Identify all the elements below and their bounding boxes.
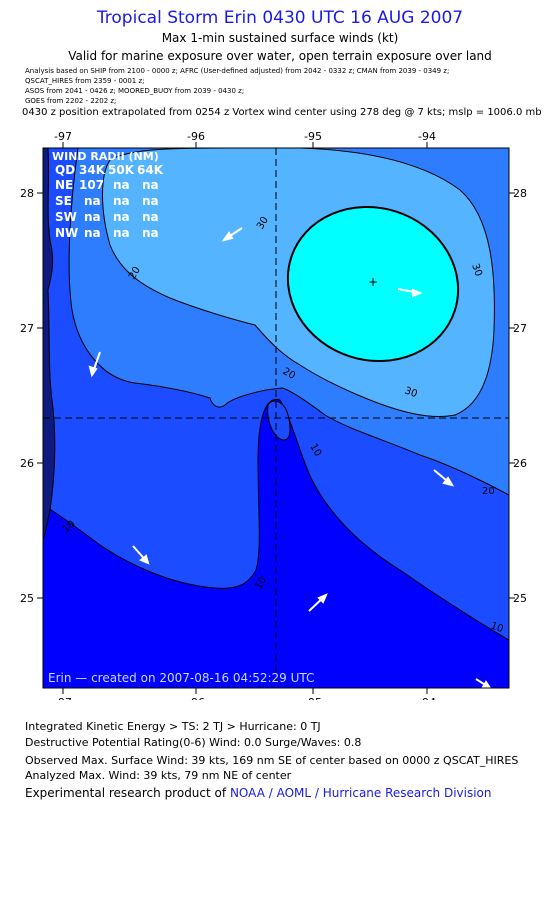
lon-tick-bottom: -95 bbox=[304, 696, 322, 700]
lat-tick-right: 27 bbox=[513, 322, 527, 335]
wind-radii-se-34k: na bbox=[84, 194, 101, 208]
map-subtitle-exposure: Valid for marine exposure over water, op… bbox=[68, 49, 492, 63]
land-texas-coast bbox=[43, 148, 56, 541]
wind-radii-se-64k: na bbox=[142, 194, 159, 208]
lat-tick-left: 26 bbox=[20, 457, 34, 470]
wind-radii-nw-50k: na bbox=[113, 226, 130, 240]
wind-radii-header: WIND RADII (NM) bbox=[52, 150, 159, 163]
dpr-line: Destructive Potential Rating(0-6) Wind: … bbox=[25, 736, 362, 749]
wind-radii-ne-label: NE bbox=[55, 178, 73, 192]
credit-prefix: Experimental research product of bbox=[25, 786, 227, 800]
wind-arrow bbox=[308, 593, 328, 612]
wind-radii-ne-50k: na bbox=[113, 178, 130, 192]
wind-arrow bbox=[132, 545, 150, 565]
wind-radii-ne-34k: 107 bbox=[79, 178, 104, 192]
lon-tick-bottom: -97 bbox=[54, 696, 72, 700]
core-34kt-area bbox=[286, 205, 460, 363]
lat-tick-right: 28 bbox=[513, 187, 527, 200]
map-frame bbox=[42, 147, 510, 689]
wind-radii-col-50k: 50K bbox=[108, 163, 135, 177]
wind-radii-col-64k: 64K bbox=[137, 163, 164, 177]
lon-tick-top: -95 bbox=[304, 130, 322, 143]
lon-tick-top: -94 bbox=[418, 130, 436, 143]
created-timestamp: Erin — created on 2007-08-16 04:52:29 UT… bbox=[48, 671, 314, 685]
closed-contour-low bbox=[267, 400, 291, 441]
contour-label: 10 bbox=[489, 620, 505, 635]
wind-radii-sw-label: SW bbox=[55, 210, 77, 224]
wind-radii-nw-label: NW bbox=[55, 226, 78, 240]
lat-tick-left: 28 bbox=[20, 187, 34, 200]
lat-tick-right: 26 bbox=[513, 457, 527, 470]
contour-label: 20 bbox=[482, 486, 495, 497]
map-subtitle-winds: Max 1-min sustained surface winds (kt) bbox=[161, 31, 399, 45]
wind-arrow bbox=[221, 227, 243, 242]
analysis-sources-line-2: QSCAT_HIRES from 2359 - 0001 z; bbox=[25, 77, 145, 85]
axis-ticks bbox=[37, 142, 515, 694]
wind-radii-sw-34k: na bbox=[84, 210, 101, 224]
storm-center-marker: + bbox=[368, 275, 378, 289]
lon-tick-top: -97 bbox=[54, 130, 72, 143]
wind-arrow bbox=[397, 288, 423, 298]
map-title: Tropical Storm Erin 0430 UTC 16 AUG 2007 bbox=[96, 8, 464, 28]
wind-radii-nw-34k: na bbox=[84, 226, 101, 240]
wind-radii-table: WIND RADII (NM) QD 34K 50K 64K NE 107 na… bbox=[52, 150, 164, 240]
lon-tick-top: -96 bbox=[187, 130, 205, 143]
analysis-sources-line-1: Analysis based on SHIP from 2100 - 0000 … bbox=[25, 67, 450, 75]
lat-tick-left: 27 bbox=[20, 322, 34, 335]
wind-radii-sw-50k: na bbox=[113, 210, 130, 224]
wind-radii-se-label: SE bbox=[55, 194, 72, 208]
lon-tick-bottom: -96 bbox=[187, 696, 205, 700]
hrd-link[interactable]: NOAA / AOML / Hurricane Research Divisio… bbox=[229, 786, 492, 800]
credit-line: Experimental research product of NOAA / … bbox=[25, 786, 492, 800]
contour-label: 30 bbox=[469, 262, 484, 278]
wind-radii-se-50k: na bbox=[113, 194, 130, 208]
lon-tick-bottom: -94 bbox=[418, 696, 436, 700]
wind-arrow bbox=[88, 351, 101, 378]
wind-field-layers: + 30 20 30 20 30 10 20 10 10 10 WIND RAD… bbox=[43, 148, 509, 688]
analysis-sources-line-3: ASOS from 2041 - 0426 z; MOORED_BUOY fro… bbox=[25, 87, 245, 95]
wind-radii-ne-64k: na bbox=[142, 178, 159, 192]
ike-line: Integrated Kinetic Energy > TS: 2 TJ > H… bbox=[25, 720, 321, 733]
wind-radii-col-qd: QD bbox=[55, 163, 75, 177]
position-line: 0430 z position extrapolated from 0254 z… bbox=[22, 107, 542, 118]
contour-label: 30 bbox=[403, 385, 419, 400]
wind-radii-sw-64k: na bbox=[142, 210, 159, 224]
wind-radii-col-34k: 34K bbox=[79, 163, 106, 177]
wind-arrows bbox=[88, 227, 492, 688]
observed-max-wind: Observed Max. Surface Wind: 39 kts, 169 … bbox=[25, 754, 519, 767]
axis-tick-labels: -97 -96 -95 -94 -97 -96 -95 -94 28 27 26… bbox=[20, 130, 527, 700]
analysis-sources-line-4: GOES from 2202 - 2202 z; bbox=[25, 97, 117, 105]
wind-field-map: + 30 20 30 20 30 10 20 10 10 10 WIND RAD… bbox=[20, 130, 527, 700]
analyzed-max-wind: Analyzed Max. Wind: 39 kts, 79 nm NE of … bbox=[25, 769, 292, 782]
lat-tick-left: 25 bbox=[20, 592, 34, 605]
wind-arrow bbox=[433, 469, 455, 487]
wind-radii-nw-64k: na bbox=[142, 226, 159, 240]
lat-tick-right: 25 bbox=[513, 592, 527, 605]
